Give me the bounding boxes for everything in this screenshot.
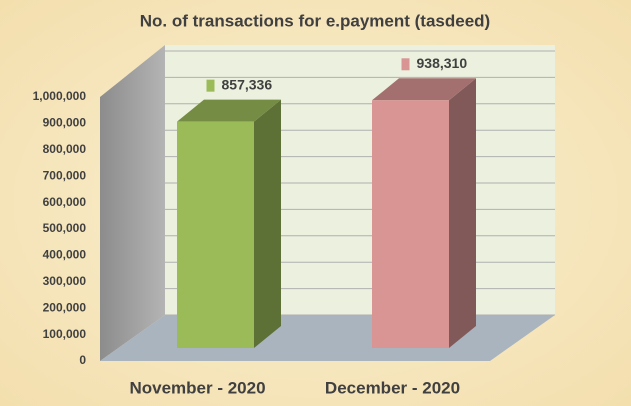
bar-side <box>449 78 476 348</box>
y-tick-label: 800,000 <box>43 142 87 156</box>
bar <box>372 100 449 348</box>
bar <box>177 121 254 348</box>
y-tick-label: 500,000 <box>43 221 87 235</box>
y-tick-label: 200,000 <box>43 300 87 314</box>
y-tick-label: 700,000 <box>43 168 87 182</box>
value-label-marker <box>206 79 215 92</box>
y-tick-label: 0 <box>79 353 86 367</box>
chart-title: No. of transactions for e.payment (tasde… <box>140 11 490 30</box>
y-tick-label: 400,000 <box>43 248 87 262</box>
value-label: 938,310 <box>417 55 468 71</box>
y-tick-label: 100,000 <box>43 327 87 341</box>
y-tick-label: 300,000 <box>43 274 87 288</box>
value-label: 857,336 <box>222 76 273 92</box>
side-wall <box>100 45 165 361</box>
y-tick-label: 900,000 <box>43 116 87 130</box>
value-label-marker <box>401 58 410 71</box>
x-tick-label: November - 2020 <box>129 378 265 397</box>
y-tick-label: 1,000,000 <box>33 89 87 103</box>
y-tick-label: 600,000 <box>43 195 87 209</box>
bar-side <box>254 99 281 348</box>
bar-top <box>177 99 281 122</box>
floor <box>100 315 555 361</box>
bar-top <box>372 78 476 101</box>
x-tick-label: December - 2020 <box>325 378 460 397</box>
